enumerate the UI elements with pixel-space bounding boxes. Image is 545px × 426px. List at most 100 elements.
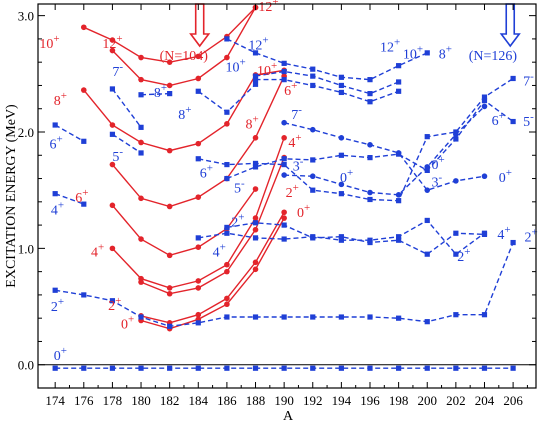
- data-point: [395, 150, 402, 156]
- data-point: [195, 140, 202, 147]
- data-point: [167, 323, 173, 329]
- level-label: 5-: [234, 178, 245, 197]
- data-point: [453, 365, 459, 371]
- plot-frame: [37, 3, 537, 389]
- data-point: [338, 89, 344, 96]
- data-point: [252, 259, 259, 266]
- data-point: [367, 189, 373, 196]
- series-20: [281, 119, 488, 193]
- data-point: [281, 77, 287, 83]
- data-point: [166, 147, 173, 154]
- data-point: [195, 320, 201, 326]
- data-point: [281, 68, 287, 75]
- x-tick-label: 202: [446, 393, 466, 408]
- y-tick-label: 3.0: [18, 9, 34, 24]
- x-tick-label: 180: [131, 393, 151, 408]
- data-point: [224, 121, 230, 127]
- data-point: [396, 237, 402, 243]
- x-tick-label: 188: [246, 393, 266, 408]
- data-point: [395, 192, 402, 198]
- data-point: [138, 195, 144, 202]
- data-point: [195, 156, 201, 162]
- level-label: 2+: [457, 246, 470, 265]
- data-point: [338, 234, 344, 240]
- level-label: 10+: [403, 44, 423, 63]
- data-point: [252, 220, 259, 226]
- data-point: [52, 365, 58, 371]
- data-point: [252, 164, 259, 170]
- down-arrow-icon: [499, 3, 521, 48]
- series-15: [138, 91, 173, 98]
- level-label: 2+: [286, 182, 299, 201]
- data-point: [281, 60, 287, 66]
- data-point: [195, 244, 202, 250]
- data-point: [224, 314, 230, 320]
- data-point: [338, 191, 344, 197]
- data-point: [80, 24, 87, 31]
- data-point: [310, 235, 316, 241]
- series-line: [226, 222, 485, 256]
- level-label: 8+: [178, 104, 191, 123]
- data-point: [367, 365, 373, 371]
- level-label: 0+: [340, 167, 353, 186]
- data-point: [224, 175, 230, 182]
- data-point: [310, 157, 316, 163]
- data-point: [109, 202, 116, 209]
- y-tick-label: 1.0: [18, 241, 34, 256]
- data-point: [281, 119, 287, 126]
- data-point: [281, 314, 287, 320]
- data-point: [252, 215, 259, 221]
- level-label: 12+: [102, 33, 122, 52]
- data-point: [310, 73, 316, 79]
- series-line: [140, 157, 285, 295]
- data-point: [396, 88, 402, 94]
- data-point: [510, 239, 516, 246]
- y-axis-title: EXCITATION ENERGY (MeV): [4, 104, 19, 288]
- data-point: [224, 224, 230, 231]
- series-line: [255, 78, 399, 103]
- shell-closure-label: (N=104): [160, 49, 209, 64]
- data-point: [510, 118, 516, 125]
- data-point: [224, 301, 230, 308]
- series-10: [52, 239, 516, 329]
- data-point: [166, 290, 173, 297]
- data-point: [166, 203, 173, 210]
- data-point: [367, 239, 373, 246]
- data-point: [281, 135, 287, 141]
- data-point: [167, 365, 173, 371]
- data-point: [252, 226, 259, 233]
- level-label: 6+: [75, 187, 88, 206]
- series-25: [252, 77, 402, 105]
- data-point: [166, 285, 173, 291]
- x-tick-label: 178: [103, 393, 123, 408]
- data-point: [252, 50, 259, 56]
- data-point: [109, 47, 116, 54]
- data-point: [367, 77, 373, 83]
- data-point: [252, 365, 259, 371]
- data-point: [138, 150, 144, 156]
- data-point: [367, 142, 373, 148]
- data-point: [109, 161, 116, 168]
- series-line: [54, 193, 85, 205]
- data-point: [109, 37, 116, 43]
- data-point: [281, 215, 287, 221]
- series-23: [224, 36, 430, 83]
- data-point: [424, 187, 431, 193]
- data-point: [367, 314, 373, 320]
- x-tick-label: 184: [189, 393, 209, 408]
- level-label: 2+: [108, 295, 121, 314]
- data-point: [138, 92, 144, 98]
- level-label: 10+: [39, 33, 59, 52]
- data-point: [109, 122, 116, 128]
- data-point: [138, 139, 144, 146]
- x-tick-label: 196: [360, 393, 380, 408]
- x-tick-label: 198: [389, 393, 409, 408]
- data-point: [195, 235, 201, 241]
- data-point: [80, 87, 87, 93]
- data-point: [195, 365, 201, 371]
- level-label: 8+: [154, 82, 167, 101]
- level-label: 2+: [525, 226, 538, 245]
- data-point: [224, 295, 230, 302]
- data-point: [252, 77, 259, 83]
